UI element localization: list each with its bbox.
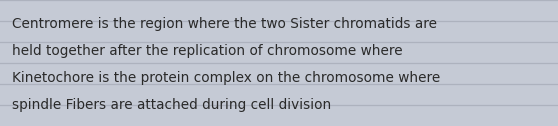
Text: Centromere is the region where the two Sister chromatids are: Centromere is the region where the two S… <box>12 17 437 32</box>
Text: spindle Fibers are attached during cell division: spindle Fibers are attached during cell … <box>12 98 331 112</box>
Text: held together after the replication of chromosome where: held together after the replication of c… <box>12 44 403 58</box>
Text: Kinetochore is the protein complex on the chromosome where: Kinetochore is the protein complex on th… <box>12 71 440 85</box>
